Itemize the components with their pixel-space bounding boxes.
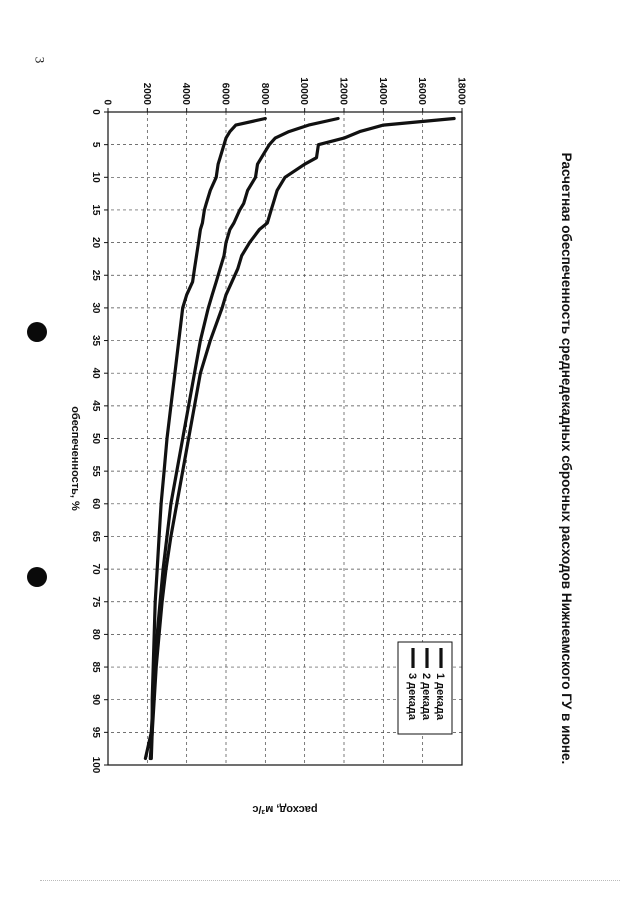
x-tick-label: 90	[90, 694, 101, 706]
y-tick-label: 4000	[180, 83, 191, 106]
x-tick-label: 75	[90, 596, 101, 608]
rotated-chart-group: 0 5 10 15 20 25 30 35 40 45 50 55 60 65 70 75 80 85 90 95 10…	[69, 77, 574, 774]
chart-title: Расчетная обеспеченность среднедекадных …	[559, 153, 574, 765]
x-tick-label: 30	[90, 302, 101, 314]
series-group	[143, 116, 456, 761]
series-line-1	[148, 116, 456, 761]
y-tick-label: 14000	[377, 77, 388, 105]
y-tick-label: 0	[102, 99, 113, 105]
x-tick-label: 10	[90, 172, 101, 184]
x-tick-label: 40	[90, 368, 101, 380]
y-axis-label: расход, м³/с	[252, 803, 317, 815]
punch-hole-lower	[27, 567, 47, 587]
y-tick-label: 18000	[456, 77, 467, 105]
series-line-3	[149, 116, 267, 761]
y-tick-label: 12000	[338, 77, 349, 105]
punch-hole-upper	[27, 322, 47, 342]
x-tick-labels: 0 5 10 15 20 25 30 35 40 45 50 55 60 65 70 75 80 85 90 95 10…	[90, 109, 108, 774]
x-tick-label: 50	[90, 433, 101, 445]
x-tick-label: 25	[90, 270, 101, 282]
legend-label: 1 декада	[434, 673, 446, 721]
x-tick-label: 60	[90, 498, 101, 510]
legend-label: 2 декада	[420, 673, 432, 721]
x-tick-label: 85	[90, 661, 101, 673]
x-tick-label: 80	[90, 629, 101, 641]
y-tick-label: 6000	[220, 83, 231, 106]
x-tick-label: 20	[90, 237, 101, 249]
x-axis-label: обеспеченность, %	[69, 406, 81, 511]
series-line-2	[143, 116, 340, 761]
y-tick-label: 16000	[416, 77, 427, 105]
x-tick-label: 35	[90, 335, 101, 347]
x-tick-label: 95	[90, 727, 101, 739]
x-tick-label: 45	[90, 400, 101, 412]
x-tick-label: 65	[90, 531, 101, 543]
x-tick-label: 0	[90, 109, 101, 115]
scan-artifact-line	[40, 880, 620, 882]
x-tick-label: 55	[90, 466, 101, 478]
y-tick-label: 2000	[141, 83, 152, 106]
y-tick-label: 10000	[298, 77, 309, 105]
legend-label: 3 декада	[406, 673, 418, 721]
x-tick-label: 5	[90, 142, 101, 148]
x-tick-label: 100	[90, 757, 101, 774]
x-tick-label: 70	[90, 564, 101, 576]
y-tick-labels: 0 2000 4000 6000 8000 10000 12000 14000 16000 180…	[102, 77, 467, 112]
y-tick-label: 8000	[259, 83, 270, 106]
x-tick-label: 15	[90, 204, 101, 216]
